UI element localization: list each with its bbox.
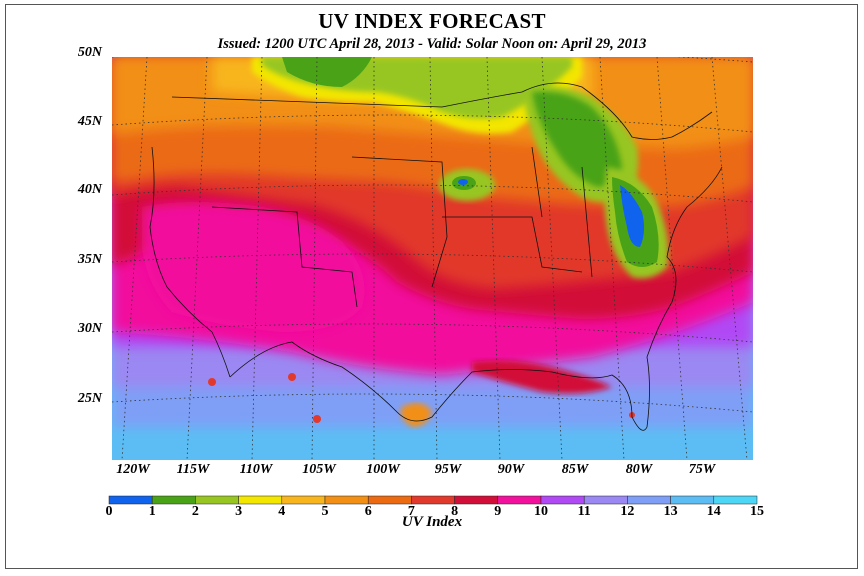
colorbar-tick-5: 5 bbox=[321, 504, 329, 519]
lon-label-80w: 80W bbox=[625, 462, 653, 477]
lon-label-115w: 115W bbox=[176, 462, 210, 477]
colorbar-tick-11: 11 bbox=[577, 504, 591, 519]
colorbar-tick-3: 3 bbox=[235, 504, 243, 519]
lon-label-100w: 100W bbox=[366, 462, 400, 477]
colorbar-tick-8: 8 bbox=[451, 504, 459, 519]
colorbar-tick-7: 7 bbox=[407, 504, 415, 519]
colorbar-tick-12: 12 bbox=[620, 504, 635, 519]
colorbar-segment-4 bbox=[281, 495, 326, 505]
colorbar-tick-4: 4 bbox=[278, 504, 286, 519]
map-title: UV INDEX FORECAST bbox=[318, 9, 546, 33]
colorbar-segment-9 bbox=[497, 495, 542, 505]
colorbar-tick-10: 10 bbox=[534, 504, 548, 519]
colorbar-segment-0 bbox=[108, 495, 153, 505]
colorbar-tick-14: 14 bbox=[706, 504, 721, 519]
lon-label-120w: 120W bbox=[116, 462, 150, 477]
lat-label-30n: 30N bbox=[77, 321, 102, 336]
colorbar-tick-0: 0 bbox=[105, 504, 113, 519]
lon-label-105w: 105W bbox=[302, 462, 336, 477]
lat-label-50n: 50N bbox=[77, 45, 102, 60]
lon-label-90w: 90W bbox=[497, 462, 525, 477]
uv-colorbar bbox=[108, 495, 758, 505]
lon-label-110w: 110W bbox=[239, 462, 273, 477]
colorbar-segment-3 bbox=[238, 495, 283, 505]
colorbar-segment-5 bbox=[324, 495, 369, 505]
colorbar-segment-11 bbox=[583, 495, 628, 505]
uv-index-map bbox=[112, 57, 753, 460]
colorbar-segment-2 bbox=[195, 495, 239, 505]
colorbar-segment-14 bbox=[713, 495, 758, 505]
colorbar-segment-8 bbox=[454, 495, 499, 505]
lat-label-40n: 40N bbox=[77, 182, 102, 197]
colorbar-tick-13: 13 bbox=[663, 504, 678, 519]
figure-frame bbox=[5, 4, 858, 569]
colorbar-tick-15: 15 bbox=[750, 504, 764, 519]
colorbar-tick-9: 9 bbox=[494, 504, 502, 519]
colorbar-segment-13 bbox=[670, 495, 715, 505]
map-subtitle: Issued: 1200 UTC April 28, 2013 - Valid:… bbox=[217, 36, 647, 52]
colorbar-segment-12 bbox=[627, 495, 671, 505]
colorbar-label: UV Index bbox=[401, 514, 463, 530]
lon-label-85w: 85W bbox=[561, 462, 589, 477]
lat-label-25n: 25N bbox=[77, 391, 102, 406]
colorbar-tick-2: 2 bbox=[191, 504, 199, 519]
lon-label-75w: 75W bbox=[688, 462, 716, 477]
lat-label-35n: 35N bbox=[77, 252, 102, 267]
colorbar-segment-10 bbox=[540, 495, 585, 505]
colorbar-segment-6 bbox=[367, 495, 412, 505]
lat-label-45n: 45N bbox=[77, 114, 102, 129]
colorbar-tick-6: 6 bbox=[364, 504, 372, 519]
colorbar-segment-7 bbox=[411, 495, 455, 505]
lon-label-95w: 95W bbox=[434, 462, 462, 477]
colorbar-segment-1 bbox=[151, 495, 196, 505]
colorbar-tick-1: 1 bbox=[148, 504, 156, 519]
